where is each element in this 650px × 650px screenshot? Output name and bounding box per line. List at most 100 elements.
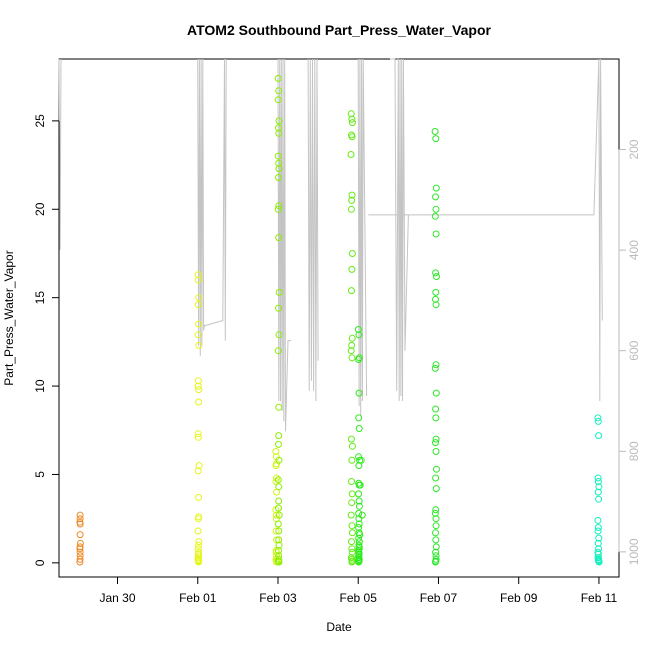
data-point: [595, 483, 603, 491]
data-point: [194, 545, 202, 553]
data-point: [432, 361, 440, 369]
data-point: [194, 515, 202, 523]
data-point: [195, 541, 203, 549]
data-point: [355, 538, 363, 546]
y-axis-label: Part_Press_Water_Vapor: [2, 250, 16, 385]
data-point: [194, 382, 202, 390]
data-point: [76, 543, 84, 551]
data-point: [594, 527, 602, 535]
data-point: [355, 555, 363, 563]
y2-tick-label: 800: [627, 441, 641, 461]
data-point: [348, 250, 356, 257]
y2-tick-label: 1000: [627, 538, 641, 565]
data-point: [348, 456, 356, 464]
data-point: [595, 534, 603, 542]
data-point: [354, 326, 362, 333]
data-point: [432, 414, 440, 422]
data-point: [194, 276, 202, 284]
data-point: [432, 558, 439, 566]
data-point: [355, 389, 363, 397]
data-point: [431, 509, 439, 517]
data-point: [272, 448, 280, 455]
data-point: [195, 386, 203, 394]
data-point: [432, 184, 440, 192]
data-point: [275, 87, 283, 95]
data-point: [76, 548, 84, 556]
data-point: [348, 133, 356, 141]
data-point: [594, 474, 602, 482]
data-point: [195, 320, 203, 328]
y2-tick-label: 200: [627, 139, 641, 159]
data-point: [194, 301, 202, 309]
data-point: [432, 548, 440, 556]
data-point: [274, 74, 282, 82]
pressure-line-segment: [357, 58, 368, 417]
data-point: [274, 476, 282, 484]
data-point: [348, 529, 356, 537]
pressure-line-segment: [390, 58, 409, 402]
data-point: [275, 483, 283, 491]
data-point: [272, 462, 280, 470]
data-point: [76, 555, 84, 563]
data-point: [595, 545, 603, 553]
data-point: [355, 490, 363, 498]
data-point: [355, 509, 363, 517]
data-point: [348, 196, 356, 204]
data-point: [348, 499, 356, 507]
x-tick-label: Feb 05: [340, 591, 378, 605]
data-point: [275, 497, 283, 505]
data-point: [195, 294, 203, 302]
data-point: [195, 493, 203, 501]
x-tick-label: Feb 07: [420, 591, 458, 605]
data-point: [275, 440, 282, 448]
data-point: [275, 304, 282, 312]
data-point: [355, 534, 363, 542]
data-point: [274, 205, 282, 213]
data-point: [275, 234, 283, 242]
x-tick-label: Feb 01: [179, 591, 217, 605]
data-point: [272, 548, 280, 556]
pressure-line-layer: [58, 58, 603, 432]
data-point: [348, 341, 356, 349]
data-point: [355, 543, 363, 551]
data-point: [76, 539, 84, 547]
data-point: [195, 538, 203, 546]
data-point: [76, 558, 84, 566]
data-point: [275, 504, 282, 512]
data-point: [355, 414, 363, 422]
data-point: [432, 522, 440, 530]
data-point: [432, 439, 439, 447]
data-point: [355, 356, 363, 363]
data-point: [348, 522, 356, 530]
data-point: [432, 536, 440, 544]
data-point: [275, 129, 283, 137]
data-point: [348, 287, 355, 295]
data-point: [272, 511, 280, 519]
data-point: [347, 347, 355, 355]
data-point: [275, 456, 283, 464]
y2-axis: 200 400 600 800 1000: [618, 139, 641, 565]
data-point: [432, 543, 440, 551]
x-tick-label: Jan 30: [99, 591, 135, 605]
data-point: [432, 295, 439, 303]
data-point: [195, 398, 203, 406]
data-point: [431, 128, 439, 135]
pressure-line-segment: [197, 58, 227, 356]
data-point: [275, 432, 283, 440]
y-tick-label: 0: [33, 559, 47, 566]
data-point: [355, 331, 363, 339]
data-point: [348, 548, 356, 556]
pressure-line-segment: [277, 58, 292, 432]
data-point: [356, 481, 364, 489]
data-point: [348, 354, 356, 362]
data-point: [356, 531, 364, 539]
data-point: [355, 524, 363, 531]
data-point: [594, 539, 602, 547]
data-point: [275, 174, 282, 181]
data-point: [348, 442, 356, 450]
data-point: [595, 432, 603, 440]
data-point: [594, 488, 602, 496]
data-point: [275, 202, 283, 210]
data-point: [274, 152, 282, 160]
data-point: [273, 474, 280, 482]
